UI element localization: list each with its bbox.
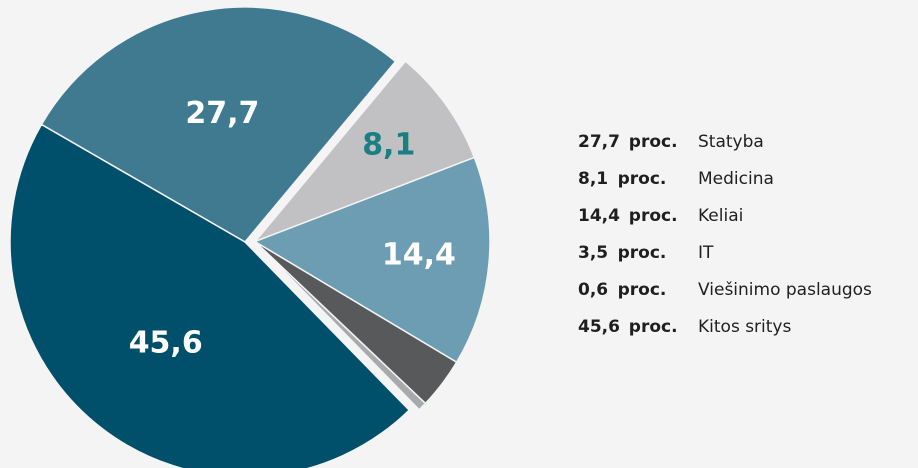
pie-slice — [9, 123, 411, 468]
slice-label: 27,7 — [185, 96, 259, 131]
legend-name: Keliai — [698, 206, 743, 226]
legend-value: 45,6 — [578, 317, 620, 337]
legend-name: Viešinimo paslaugos — [698, 280, 872, 300]
pie-slice — [254, 241, 427, 411]
legend-value: 0,6 — [578, 280, 608, 300]
slice-label: 45,6 — [129, 326, 203, 361]
legend-unit: proc. — [618, 169, 667, 189]
legend-unit: proc. — [629, 132, 678, 152]
pie-slice — [253, 156, 491, 364]
legend-value: 27,7 — [578, 132, 620, 152]
legend-value: 3,5 — [578, 243, 608, 263]
legend-value: 8,1 — [578, 169, 608, 189]
slice-label: 14,4 — [382, 237, 456, 272]
legend-name: Kitos sritys — [698, 317, 791, 337]
slice-label: 8,1 — [362, 127, 415, 162]
legend-name: Statyba — [698, 132, 764, 152]
legend-name: IT — [698, 243, 714, 263]
legend-name: Medicina — [698, 169, 774, 189]
legend-unit: proc. — [629, 317, 678, 337]
legend-unit: proc. — [618, 280, 667, 300]
pie-slice — [40, 6, 397, 243]
legend-unit: proc. — [618, 243, 667, 263]
pie-slice — [252, 60, 476, 244]
legend-unit: proc. — [629, 206, 678, 226]
legend-value: 14,4 — [578, 206, 620, 226]
